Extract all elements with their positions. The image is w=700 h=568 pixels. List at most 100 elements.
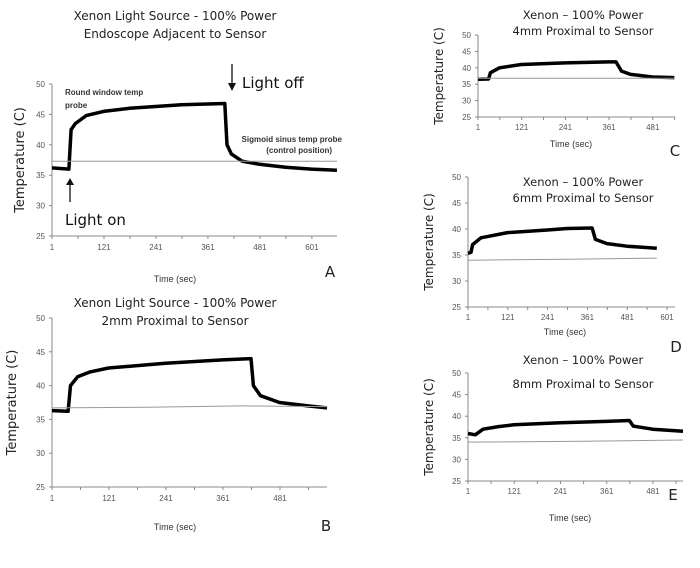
annotation-light-off: Light off <box>242 74 304 92</box>
x-tick-label: 1 <box>466 313 471 322</box>
y-tick-label: 45 <box>462 47 471 56</box>
y-tick-label: 50 <box>452 173 461 182</box>
x-tick-label: 361 <box>602 123 616 132</box>
chart-panel-d: Xenon – 100% Power 6mm Proximal to Sensor… <box>422 173 682 356</box>
x-tick-label: 241 <box>159 494 173 503</box>
annotation-round-window: probe <box>65 101 88 110</box>
panel-label: A <box>325 263 336 281</box>
chart-title-line: Xenon Light Source - 100% Power <box>74 9 277 23</box>
panel-label: C <box>670 142 680 160</box>
y-tick-label: 25 <box>36 483 45 492</box>
series-line-probe <box>467 226 657 256</box>
x-tick-label: 481 <box>646 123 660 132</box>
chart-panel-e: Xenon – 100% Power 8mm Proximal to Sensor… <box>422 353 684 523</box>
y-tick-label: 35 <box>36 415 45 424</box>
y-tick-label: 25 <box>452 303 461 312</box>
y-tick-label: 45 <box>36 348 45 357</box>
y-axis-title: Temperature (C) <box>422 193 436 292</box>
y-tick-label: 35 <box>36 171 45 180</box>
chart-title-line: Xenon Light Source - 100% Power <box>74 296 277 310</box>
chart-panel-b: Xenon Light Source - 100% Power 2mm Proxi… <box>5 296 331 535</box>
y-tick-label: 50 <box>452 369 461 378</box>
y-tick-label: 35 <box>452 251 461 260</box>
annotation-sigmoid: Sigmoid sinus temp probe <box>242 135 343 144</box>
y-tick-label: 50 <box>36 80 45 89</box>
y-tick-label: 25 <box>462 113 471 122</box>
y-tick-label: 40 <box>452 225 461 234</box>
chart-title-line: Xenon – 100% Power <box>523 175 644 189</box>
x-tick-label: 241 <box>149 243 163 252</box>
x-tick-label: 121 <box>501 313 515 322</box>
y-tick-label: 35 <box>462 80 471 89</box>
y-tick-label: 30 <box>462 97 471 106</box>
chart-title-line: 8mm Proximal to Sensor <box>513 377 654 391</box>
y-axis-title: Temperature (C) <box>13 107 28 214</box>
y-axis-title: Temperature (C) <box>5 350 20 457</box>
chart-title-line: 2mm Proximal to Sensor <box>101 314 248 328</box>
chart-title-line: 6mm Proximal to Sensor <box>513 191 654 205</box>
x-tick-label: 241 <box>559 123 573 132</box>
arrow-up-icon <box>66 178 74 185</box>
series-line-probe <box>467 418 684 437</box>
x-tick-label: 241 <box>541 313 555 322</box>
chart-panel-a: Xenon Light Source - 100% Power Endoscope… <box>13 9 343 284</box>
y-tick-label: 40 <box>36 382 45 391</box>
x-tick-label: 481 <box>253 243 267 252</box>
chart-title-line: Xenon – 100% Power <box>523 8 644 22</box>
chart-title-line: Xenon – 100% Power <box>523 353 644 367</box>
y-tick-label: 45 <box>36 110 45 119</box>
y-tick-label: 45 <box>452 199 461 208</box>
x-tick-label: 361 <box>216 494 230 503</box>
chart-title-line: Endoscope Adjacent to Sensor <box>84 27 267 41</box>
panel-label: D <box>670 338 682 356</box>
x-tick-label: 481 <box>646 487 660 496</box>
x-axis-title: Time (sec) <box>550 139 592 149</box>
y-tick-label: 25 <box>452 477 461 486</box>
y-tick-label: 50 <box>36 314 45 323</box>
y-tick-label: 30 <box>36 202 45 211</box>
x-tick-label: 481 <box>621 313 635 322</box>
x-axis-title: Time (sec) <box>154 274 196 284</box>
x-tick-label: 361 <box>600 487 614 496</box>
series-line-control <box>51 405 328 409</box>
y-axis-title: Temperature (C) <box>432 27 446 126</box>
annotation-sigmoid: (control position) <box>266 146 332 155</box>
x-axis-title: Time (sec) <box>544 327 586 337</box>
annotation-round-window: Round window temp <box>65 88 143 97</box>
series-line-control <box>467 257 657 261</box>
y-tick-label: 40 <box>452 412 461 421</box>
x-tick-label: 361 <box>201 243 215 252</box>
panel-label: E <box>668 486 677 504</box>
annotation-light-on: Light on <box>65 211 126 229</box>
y-tick-label: 30 <box>36 449 45 458</box>
chart-title-line: 4mm Proximal to Sensor <box>513 24 654 38</box>
x-tick-label: 1 <box>476 123 481 132</box>
x-tick-label: 1 <box>50 243 55 252</box>
y-tick-label: 50 <box>462 31 471 40</box>
x-tick-label: 121 <box>102 494 116 503</box>
x-tick-label: 601 <box>660 313 674 322</box>
panel-label: B <box>321 517 331 535</box>
y-tick-label: 30 <box>452 277 461 286</box>
y-tick-label: 45 <box>452 391 461 400</box>
x-tick-label: 121 <box>97 243 111 252</box>
x-tick-label: 601 <box>305 243 319 252</box>
y-tick-label: 40 <box>462 64 471 73</box>
chart-panel-c: Xenon – 100% Power 4mm Proximal to Sensor… <box>432 8 680 160</box>
series-line-probe <box>51 101 338 173</box>
x-axis-title: Time (sec) <box>549 513 591 523</box>
series-line-probe <box>51 356 328 414</box>
y-tick-label: 25 <box>36 232 45 241</box>
series-line-probe <box>477 60 675 82</box>
x-axis-title: Time (sec) <box>154 522 196 532</box>
x-tick-label: 481 <box>273 494 287 503</box>
y-tick-label: 40 <box>36 141 45 150</box>
arrow-down-icon <box>228 83 236 91</box>
x-tick-label: 121 <box>508 487 522 496</box>
y-tick-label: 35 <box>452 434 461 443</box>
x-tick-label: 361 <box>581 313 595 322</box>
y-axis-title: Temperature (C) <box>422 378 436 477</box>
x-tick-label: 1 <box>50 494 55 503</box>
x-tick-label: 1 <box>466 487 471 496</box>
